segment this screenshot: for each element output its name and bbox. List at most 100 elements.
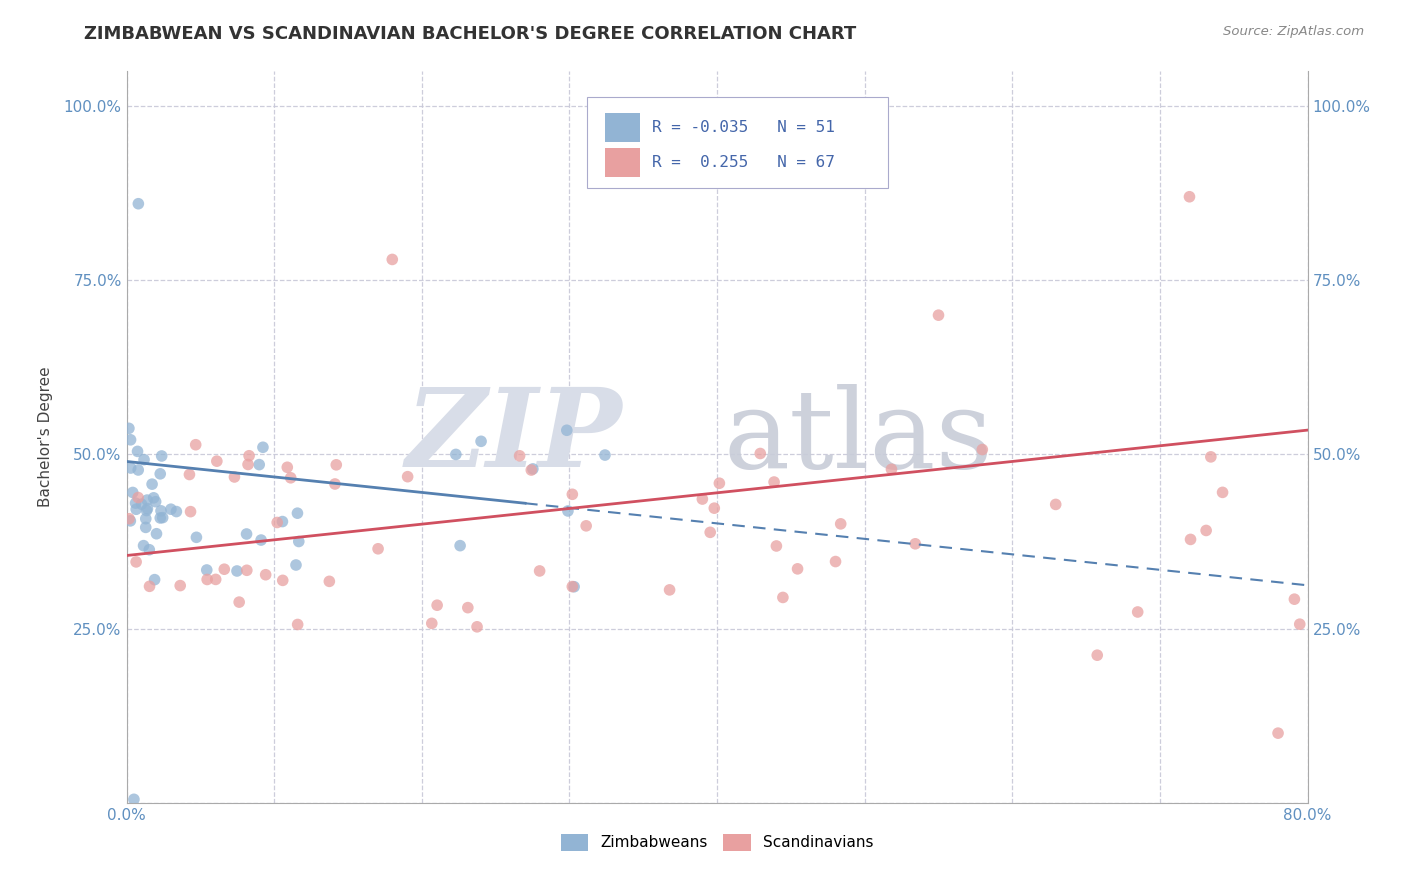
Point [288, 534, 311, 549]
Point [561, 487, 583, 501]
Point [593, 448, 616, 462]
Point [703, 501, 725, 516]
Point [325, 458, 347, 472]
Point [470, 434, 492, 449]
Point [1180, 533, 1202, 547]
Point [830, 516, 852, 531]
Point [135, 512, 157, 526]
Text: Source: ZipAtlas.com: Source: ZipAtlas.com [1223, 25, 1364, 38]
Point [444, 447, 467, 461]
Point [285, 558, 308, 572]
Point [928, 308, 950, 322]
Point [135, 503, 157, 517]
Point [271, 515, 294, 529]
Point [122, 792, 145, 806]
Point [323, 477, 346, 491]
Point [160, 502, 183, 516]
Point [972, 442, 994, 457]
Point [763, 475, 786, 489]
Point [186, 530, 208, 544]
Bar [605, 148, 640, 178]
Point [904, 537, 927, 551]
Y-axis label: Bachelor's Degree: Bachelor's Degree [38, 367, 52, 508]
Point [205, 454, 228, 468]
Point [824, 555, 846, 569]
Point [235, 527, 257, 541]
Point [318, 574, 340, 589]
Point [132, 539, 155, 553]
Point [224, 470, 246, 484]
Point [195, 573, 218, 587]
Point [238, 449, 260, 463]
Legend: Zimbabweans, Scandinavians: Zimbabweans, Scandinavians [554, 828, 880, 857]
Point [149, 511, 172, 525]
Point [125, 502, 148, 516]
Point [561, 580, 583, 594]
Point [228, 595, 250, 609]
Point [735, 169, 758, 183]
Point [136, 493, 159, 508]
Point [699, 525, 721, 540]
Point [1045, 497, 1067, 511]
Point [118, 421, 141, 435]
Point [195, 563, 218, 577]
Point [520, 463, 543, 477]
Point [786, 562, 808, 576]
Point [1178, 190, 1201, 204]
Point [121, 485, 143, 500]
Point [204, 573, 226, 587]
Point [1212, 485, 1234, 500]
Point [142, 491, 165, 505]
Point [132, 452, 155, 467]
Text: ZIP: ZIP [406, 384, 623, 491]
Point [1288, 617, 1310, 632]
Point [150, 449, 173, 463]
Point [145, 494, 167, 508]
Point [381, 252, 404, 267]
Point [179, 467, 201, 482]
Point [1199, 450, 1222, 464]
Point [367, 541, 389, 556]
Point [709, 476, 731, 491]
Text: atlas: atlas [724, 384, 994, 491]
Point [138, 542, 160, 557]
Point [149, 467, 172, 481]
Point [765, 539, 787, 553]
Point [131, 497, 153, 511]
Point [169, 579, 191, 593]
Point [226, 564, 249, 578]
Point [287, 617, 309, 632]
Point [138, 579, 160, 593]
Point [236, 563, 259, 577]
Point [125, 555, 148, 569]
Point [152, 510, 174, 524]
Point [1085, 648, 1108, 663]
Point [1126, 605, 1149, 619]
Point [772, 591, 794, 605]
Point [692, 491, 714, 506]
Point [266, 516, 288, 530]
Point [135, 520, 157, 534]
Point [426, 598, 449, 612]
Point [127, 196, 149, 211]
Point [184, 438, 207, 452]
Point [127, 463, 149, 477]
Point [529, 564, 551, 578]
Point [118, 512, 141, 526]
Point [562, 580, 585, 594]
Point [457, 600, 479, 615]
Point [150, 504, 173, 518]
Point [124, 496, 146, 510]
Point [658, 582, 681, 597]
Point [145, 526, 167, 541]
Point [252, 440, 274, 454]
Point [247, 458, 270, 472]
Point [143, 573, 166, 587]
Point [250, 533, 273, 547]
Point [136, 501, 159, 516]
Point [557, 504, 579, 518]
Point [236, 458, 259, 472]
Point [180, 505, 202, 519]
Point [1267, 726, 1289, 740]
Text: ZIMBABWEAN VS SCANDINAVIAN BACHELOR'S DEGREE CORRELATION CHART: ZIMBABWEAN VS SCANDINAVIAN BACHELOR'S DE… [84, 25, 856, 43]
